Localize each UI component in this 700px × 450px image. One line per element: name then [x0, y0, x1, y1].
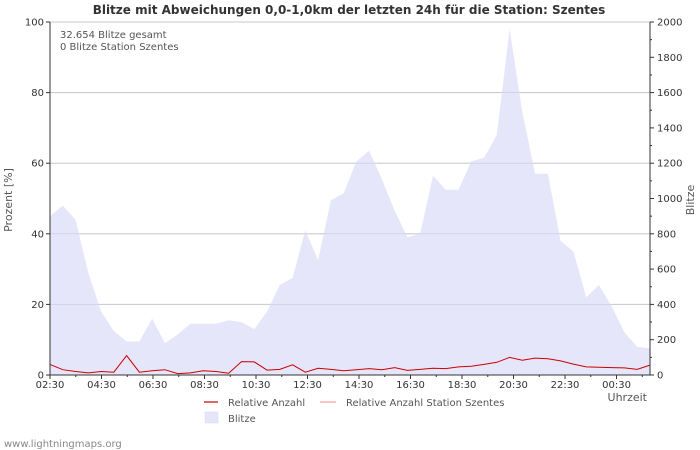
y-right-tick-label: 0 — [657, 371, 663, 382]
y-right-tick-label: 600 — [657, 265, 676, 276]
y-left-tick-label: 0 — [38, 371, 44, 382]
x-tick-label: 10:30 — [242, 380, 271, 391]
line-relative-anzahl — [49, 354, 651, 375]
x-tick-label: 02:30 — [36, 380, 65, 391]
y-axis-right-title: Blitze — [684, 185, 697, 216]
legend-label-relative: Relative Anzahl — [228, 398, 305, 409]
x-axis-ticks: 02:30 04:30 06:30 08:30 10:30 12:30 14:30 16:30… — [36, 375, 643, 391]
y-axis-left-title: Prozent [%] — [2, 168, 15, 232]
x-tick-label: 04:30 — [87, 380, 116, 391]
chart-title: Blitze mit Abweichungen 0,0-1,0km der le… — [93, 3, 606, 17]
y-right-tick-label: 800 — [657, 229, 676, 240]
legend: Relative Anzahl Relative Anzahl Station … — [204, 398, 504, 425]
y-right-tick-label: 1200 — [657, 159, 682, 170]
area-blitze — [50, 29, 650, 375]
y-right-tick-label: 200 — [657, 335, 676, 346]
annotation-station: 0 Blitze Station Szentes — [60, 42, 179, 53]
y-left-tick-label: 80 — [31, 88, 44, 99]
y-axis-right-ticks: 0 200 400 600 800 1000 1200 1400 1600 1800 2000 — [650, 18, 682, 382]
x-tick-label: 14:30 — [345, 380, 374, 391]
y-axis-left-ticks: 0 20 40 60 80 100 — [25, 18, 50, 382]
y-right-tick-label: 2000 — [657, 18, 682, 29]
x-tick-label: 18:30 — [448, 380, 477, 391]
y-left-tick-label: 100 — [25, 18, 44, 29]
legend-label-station: Relative Anzahl Station Szentes — [346, 398, 504, 409]
y-right-tick-label: 1000 — [657, 194, 682, 205]
x-tick-label: 08:30 — [190, 380, 219, 391]
x-tick-label: 16:30 — [396, 380, 425, 391]
credit-text: www.lightningmaps.org — [4, 439, 122, 450]
y-right-tick-label: 400 — [657, 300, 676, 311]
x-tick-label: 00:30 — [602, 380, 631, 391]
annotation-total: 32.654 Blitze gesamt — [60, 30, 167, 41]
x-tick-label: 12:30 — [293, 380, 322, 391]
x-tick-label: 22:30 — [551, 380, 580, 391]
x-tick-label: 06:30 — [139, 380, 168, 391]
x-axis-title: Uhrzeit — [608, 391, 648, 404]
y-right-tick-label: 1400 — [657, 123, 682, 134]
y-left-tick-label: 60 — [31, 159, 44, 170]
y-right-tick-label: 1800 — [657, 53, 682, 64]
legend-label-blitze: Blitze — [228, 414, 256, 425]
y-right-tick-label: 1600 — [657, 88, 682, 99]
y-left-tick-label: 40 — [31, 229, 44, 240]
y-left-tick-label: 20 — [31, 300, 44, 311]
legend-swatch-blitze — [204, 411, 219, 424]
x-tick-label: 20:30 — [499, 380, 528, 391]
